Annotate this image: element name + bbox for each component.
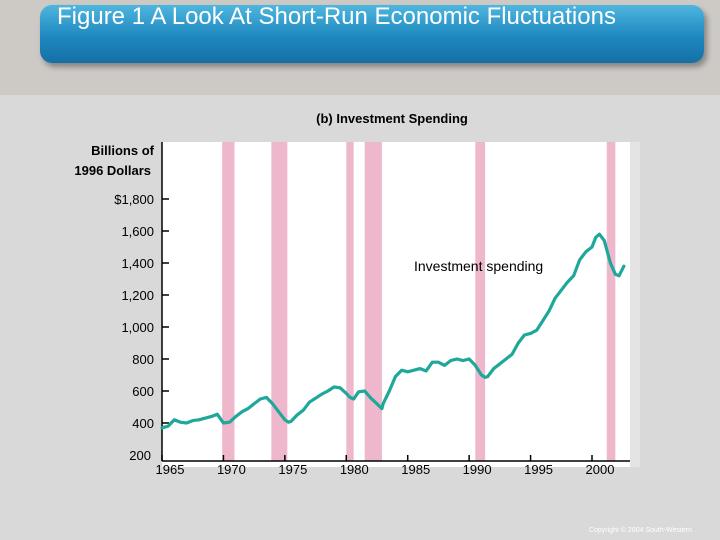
recession-band-2	[271, 142, 288, 461]
recession-bands	[222, 142, 616, 461]
y-tick-label-1400: 1,400	[121, 256, 154, 271]
recession-band-6	[606, 142, 616, 461]
y-tick-label-800: 800	[132, 352, 154, 367]
x-tick-label-1990: 1990	[463, 462, 492, 477]
page-title: Figure 1 A Look At Short-Run Economic Fl…	[57, 3, 616, 30]
x-tick-label-1985: 1985	[401, 462, 430, 477]
y-tick-label-1800: $1,800	[114, 192, 154, 207]
x-tick-label-2000: 2000	[586, 462, 615, 477]
recession-band-1	[222, 142, 235, 461]
title-banner	[40, 5, 704, 63]
y-axis-label-line1: Billions of	[91, 143, 155, 158]
y-tick-label-400: 400	[132, 416, 154, 431]
y-tick-label-600: 600	[132, 384, 154, 399]
x-tick-label-1995: 1995	[524, 462, 553, 477]
axes: 200 400 600 800 1,000 1,200 1,400 1,600 $1,800 19…	[114, 142, 630, 477]
x-tick-label-1970: 1970	[217, 462, 246, 477]
y-axis-label-line2: 1996 Dollars	[74, 163, 151, 178]
series	[160, 232, 626, 430]
copyright-text: Copyright © 2004 South-Western	[588, 527, 692, 534]
y-tick-label-200: 200	[129, 448, 151, 463]
series-line-investment-spending	[160, 232, 626, 430]
x-tick-label-1965: 1965	[156, 462, 185, 477]
y-tick-label-1200: 1,200	[121, 288, 154, 303]
series-label: Investment spending	[414, 258, 543, 274]
chart-title: (b) Investment Spending	[316, 111, 468, 126]
y-tick-label-1600: 1,600	[121, 224, 154, 239]
plot-right-margin	[630, 142, 640, 467]
recession-band-3	[346, 142, 354, 461]
y-tick-label-1000: 1,000	[121, 320, 154, 335]
x-tick-label-1980: 1980	[340, 462, 369, 477]
recession-band-5	[475, 142, 486, 461]
recession-band-4	[364, 142, 382, 461]
x-tick-label-1975: 1975	[278, 462, 307, 477]
